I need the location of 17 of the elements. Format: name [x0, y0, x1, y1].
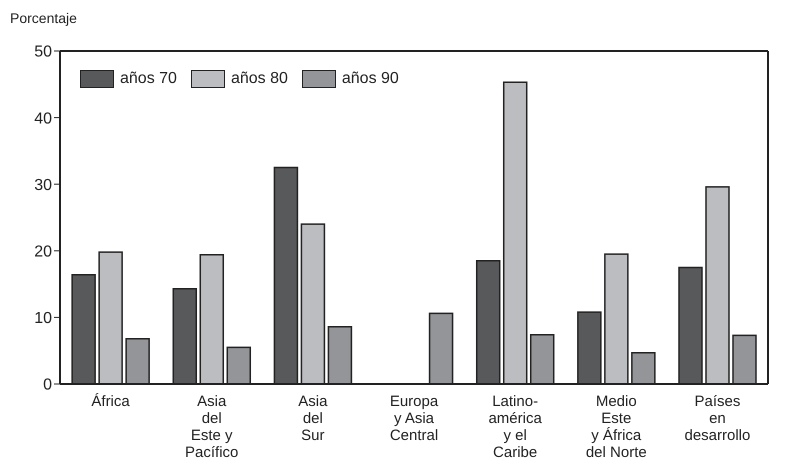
x-tick-label: Europa y Asia Central	[390, 393, 439, 444]
x-tick-label: África	[91, 392, 130, 410]
x-tick-label: Medio Este y África del Norte	[586, 393, 647, 461]
y-tick-label: 20	[34, 243, 52, 260]
legend-label: años 70	[120, 70, 177, 88]
y-tick-label: 0	[43, 376, 52, 394]
y-tick-label: 50	[34, 44, 52, 61]
legend-label: años 90	[342, 70, 399, 88]
y-tick-label: 30	[34, 176, 52, 194]
x-tick-label: Asia del Este y Pacífico	[185, 393, 238, 461]
y-tick-label: 40	[34, 110, 52, 128]
x-tick-label: Países en desarrollo	[684, 393, 750, 444]
x-tick-label: Asia del Sur	[298, 393, 328, 444]
x-tick-label: Latino- américa y el Caribe	[488, 393, 542, 461]
y-tick-label: 10	[34, 310, 52, 328]
legend-label: años 80	[230, 70, 288, 88]
y-axis-title: Porcentaje	[10, 10, 77, 26]
